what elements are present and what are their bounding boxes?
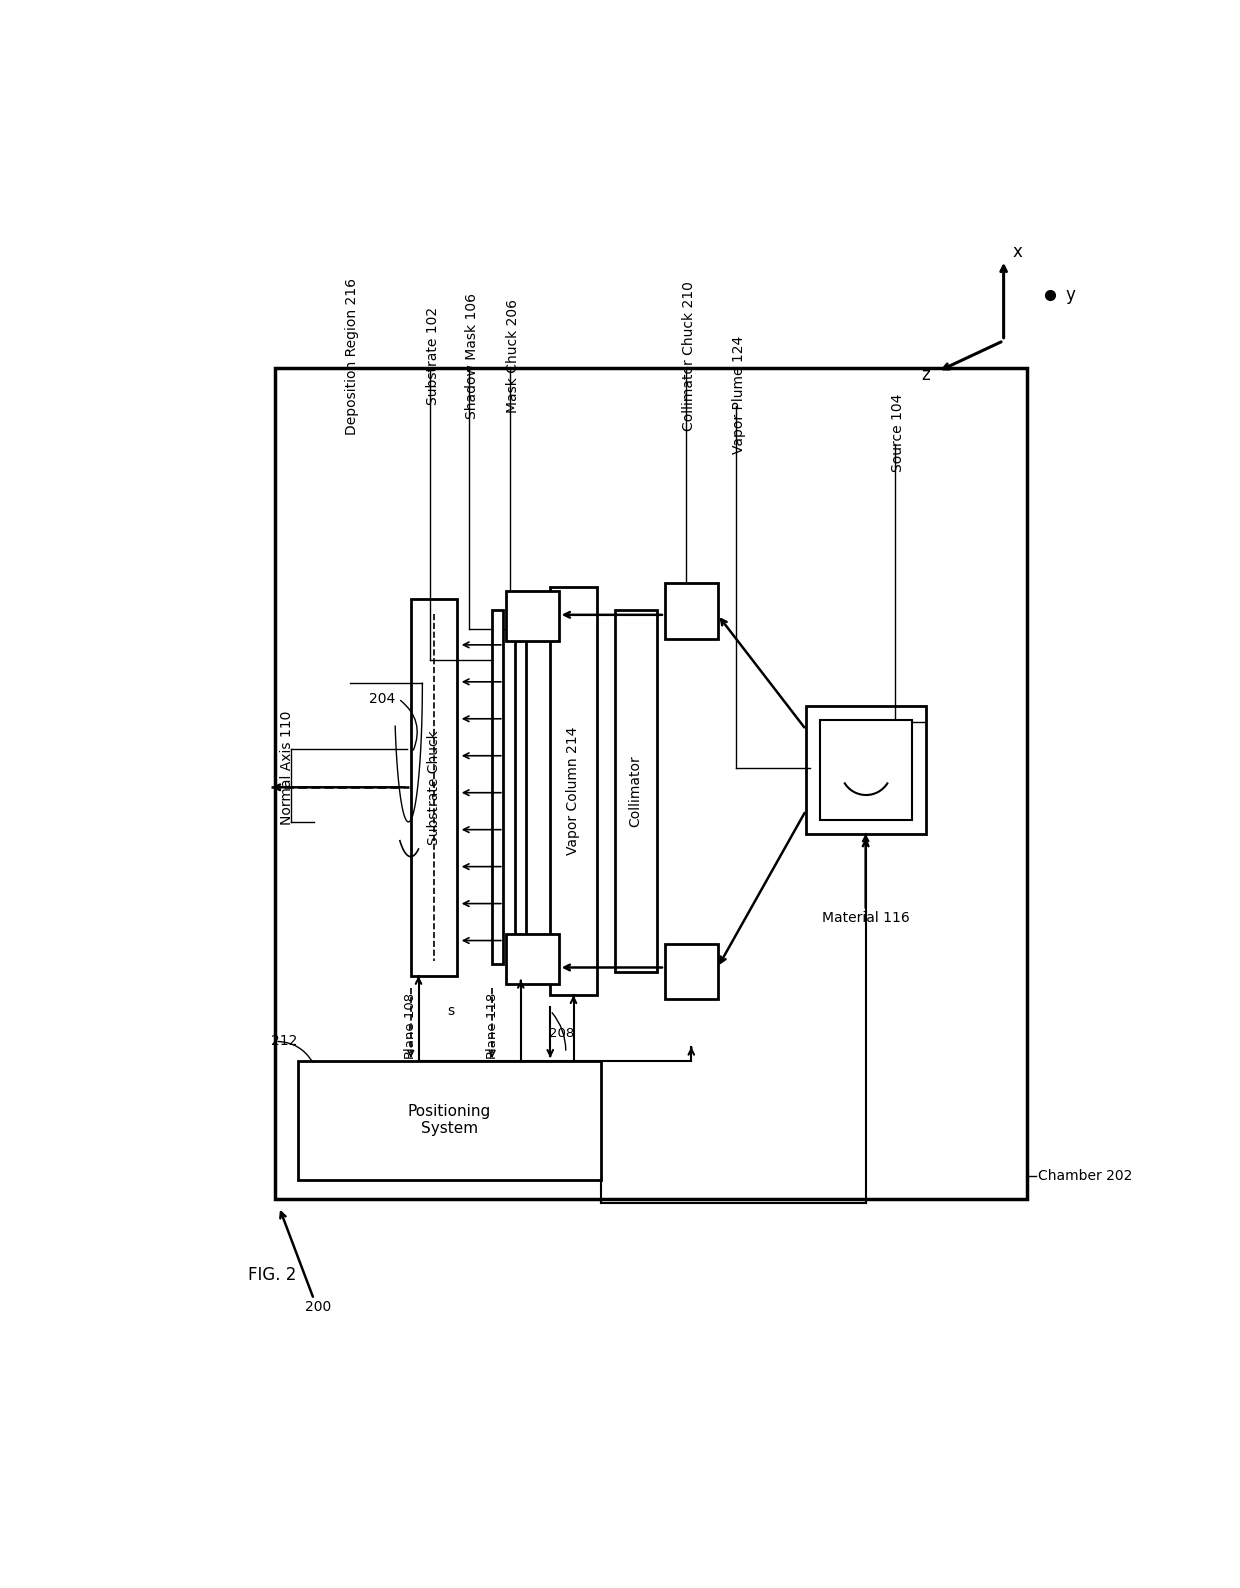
Text: Plane 118: Plane 118 [486, 992, 498, 1059]
Text: 200: 200 [305, 1301, 331, 1313]
FancyBboxPatch shape [492, 610, 503, 964]
Text: Source 104: Source 104 [892, 394, 905, 472]
FancyBboxPatch shape [665, 943, 718, 999]
FancyBboxPatch shape [299, 1061, 600, 1180]
FancyBboxPatch shape [820, 721, 913, 819]
FancyBboxPatch shape [665, 583, 718, 638]
FancyBboxPatch shape [275, 368, 1027, 1199]
Text: 204: 204 [370, 692, 396, 705]
Text: Chamber 202: Chamber 202 [1039, 1169, 1133, 1183]
Text: Normal Axis 110: Normal Axis 110 [280, 711, 294, 826]
FancyBboxPatch shape [506, 934, 559, 983]
Text: z: z [921, 367, 930, 384]
FancyBboxPatch shape [806, 707, 926, 834]
Text: Plane 108: Plane 108 [404, 992, 417, 1059]
Text: Material 116: Material 116 [822, 912, 910, 926]
Text: x: x [1013, 243, 1023, 260]
Text: Collimator: Collimator [629, 756, 642, 827]
FancyBboxPatch shape [516, 610, 526, 964]
Text: Vapor Column 214: Vapor Column 214 [567, 727, 580, 856]
Text: Collimator Chuck 210: Collimator Chuck 210 [682, 281, 696, 430]
Text: Deposition Region 216: Deposition Region 216 [345, 278, 358, 435]
Text: Shadow Mask 106: Shadow Mask 106 [465, 294, 479, 419]
FancyBboxPatch shape [506, 591, 559, 642]
Text: Positioning
System: Positioning System [408, 1104, 491, 1135]
FancyBboxPatch shape [615, 610, 657, 972]
Text: Vapor Plume 124: Vapor Plume 124 [733, 335, 746, 454]
Text: y: y [1065, 286, 1075, 303]
Text: 212: 212 [272, 1034, 298, 1048]
Text: Mask Chuck 206: Mask Chuck 206 [506, 299, 520, 413]
Text: Substrate 102: Substrate 102 [427, 306, 440, 405]
Text: FIG. 2: FIG. 2 [248, 1266, 296, 1285]
Text: Substrate Chuck: Substrate Chuck [427, 730, 441, 845]
Text: 208: 208 [549, 1027, 574, 1040]
Text: s: s [448, 1004, 455, 1018]
FancyBboxPatch shape [410, 599, 458, 977]
FancyBboxPatch shape [551, 588, 596, 996]
